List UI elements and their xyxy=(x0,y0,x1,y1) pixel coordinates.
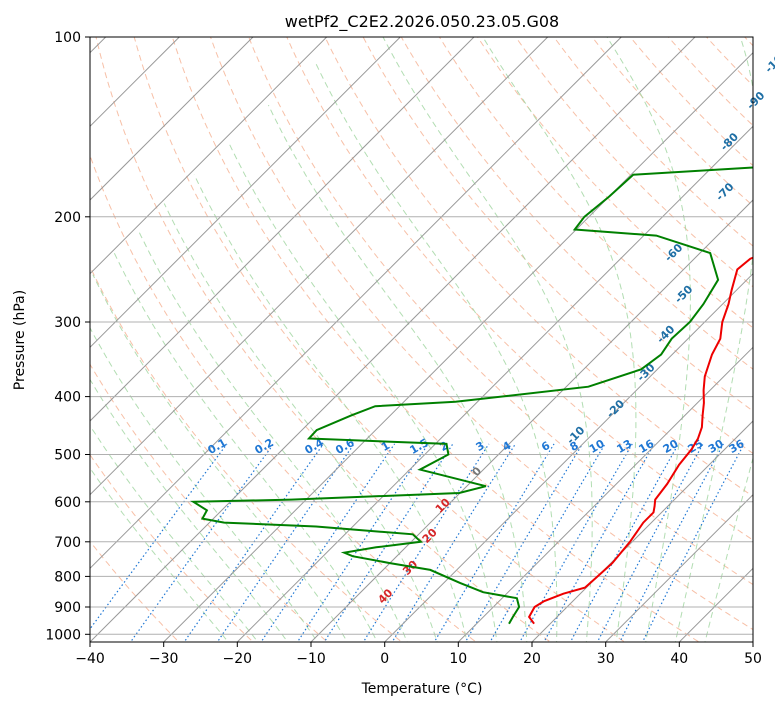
moist-adiabat xyxy=(314,61,558,642)
isotherm-line xyxy=(90,37,254,201)
y-tick-label: 800 xyxy=(54,569,81,585)
isotherm-line xyxy=(163,51,753,642)
y-tick-label: 900 xyxy=(54,600,81,616)
mixing-ratio-line xyxy=(362,443,490,642)
dry-adiabat xyxy=(171,37,700,642)
moist-adiabat xyxy=(606,37,691,642)
y-axis-label: Pressure (hPa) xyxy=(12,290,28,390)
moist-adiabat xyxy=(382,37,593,642)
mixing-ratio-line xyxy=(296,443,429,642)
dry-adiabat xyxy=(362,37,753,455)
y-tick-label: 300 xyxy=(54,315,81,331)
dry-adiabat xyxy=(324,37,753,498)
x-tick-label: 10 xyxy=(449,651,467,667)
mixing-ratio-line xyxy=(260,443,396,642)
isotherm-line xyxy=(236,125,753,642)
x-tick-label: 0 xyxy=(380,651,389,667)
x-tick-label: −30 xyxy=(149,651,179,667)
dry-adiabat xyxy=(90,453,254,642)
x-tick-label: 30 xyxy=(597,651,615,667)
moist-adiabat xyxy=(267,104,528,642)
isotherm-line xyxy=(752,641,753,642)
moist-adiabat xyxy=(113,252,378,642)
mixing-ratio-line xyxy=(519,443,633,642)
dry-adiabat xyxy=(248,37,753,586)
chart-title: wetPf2_C2E2.2026.050.23.05.G08 xyxy=(285,12,559,32)
isotherm-line xyxy=(384,272,753,642)
moist-adiabat xyxy=(137,229,408,642)
isotherm-line xyxy=(605,493,753,642)
y-tick-label: 200 xyxy=(54,210,81,226)
y-tick-label: 400 xyxy=(54,390,81,406)
moist-adiabat xyxy=(163,203,438,642)
isotherm-label: -100 xyxy=(762,47,775,76)
moist-adiabat xyxy=(92,274,348,642)
x-tick-label: −10 xyxy=(296,651,326,667)
y-axis: 100 200 300 400 500 600 700 800 900 1000 xyxy=(45,30,90,643)
plot-frame xyxy=(89,36,754,643)
mixing-ratio-line xyxy=(489,443,606,642)
sounding-profiles xyxy=(190,166,753,625)
dry-adiabats xyxy=(90,24,775,647)
dry-adiabat xyxy=(90,154,477,642)
mixing-ratio-line xyxy=(323,443,454,642)
isotherm-line xyxy=(90,37,622,570)
dry-adiabat xyxy=(286,37,753,541)
mixing-ratio-line xyxy=(464,443,584,642)
y-tick-label: 100 xyxy=(54,30,81,46)
dry-adiabat xyxy=(133,37,626,642)
mixing-ratio-line xyxy=(433,443,555,642)
isotherm-line xyxy=(90,37,475,422)
dry-adiabat xyxy=(90,363,329,642)
moist-adiabat xyxy=(704,456,753,642)
moist-adiabat xyxy=(674,37,753,642)
dry-adiabat xyxy=(477,37,753,329)
dry-adiabat xyxy=(209,37,753,631)
mixing-ratio-line xyxy=(183,443,324,642)
y-tick-label: 700 xyxy=(54,535,81,551)
mixing-ratio-line xyxy=(596,443,704,642)
moist-adiabat xyxy=(193,174,468,642)
y-tick-label: 600 xyxy=(54,495,81,511)
temperature-profile-line xyxy=(527,256,753,625)
isotherm-line xyxy=(457,346,753,642)
dry-adiabat xyxy=(770,24,775,647)
isotherm-line xyxy=(90,37,696,642)
y-tick-label: 500 xyxy=(54,448,81,464)
dry-adiabat xyxy=(95,37,552,642)
x-tick-label: 50 xyxy=(744,651,762,667)
x-axis: −40 −30 −20 −10 0 10 20 30 40 50 xyxy=(75,642,762,667)
dry-adiabat xyxy=(438,37,753,370)
dry-adiabat xyxy=(400,37,753,412)
y-tick-label: 1000 xyxy=(45,627,81,643)
moist-adiabat xyxy=(90,467,229,642)
isotherm-line xyxy=(90,37,401,349)
x-tick-label: 20 xyxy=(523,651,541,667)
isotherm-line xyxy=(90,37,549,496)
x-axis-label: Temperature (°C) xyxy=(361,681,483,697)
x-tick-label: −20 xyxy=(223,651,253,667)
plot-area xyxy=(90,37,753,642)
isotherm-line xyxy=(90,37,328,275)
dewpoint-profile-line xyxy=(190,166,753,625)
isotherms xyxy=(90,37,753,642)
moist-adiabat xyxy=(482,37,637,642)
mixing-ratio-line xyxy=(619,443,724,642)
x-tick-label: −40 xyxy=(75,651,105,667)
x-tick-label: 40 xyxy=(670,651,688,667)
mixing-ratio-line xyxy=(129,443,275,642)
isotherm-line xyxy=(531,420,753,642)
moist-adiabat xyxy=(90,424,259,642)
isotherm-line xyxy=(310,199,753,642)
